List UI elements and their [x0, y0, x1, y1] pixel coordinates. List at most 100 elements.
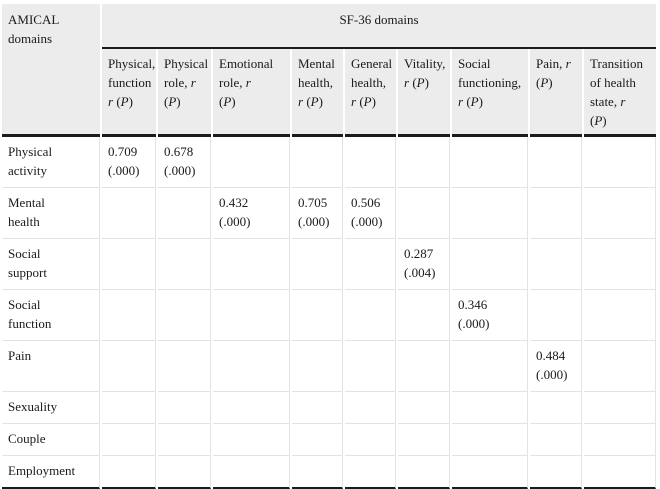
table-row: Pain 0.484 (.000)	[2, 341, 657, 392]
column-header: Physical role, r (P)	[158, 49, 211, 137]
empty-cell	[292, 290, 343, 341]
empty-cell	[398, 290, 450, 341]
table-header: AMICAL domains SF-36 domains Physical, funct…	[2, 4, 657, 137]
empty-cell	[102, 188, 156, 239]
empty-cell	[530, 424, 582, 456]
column-header: Mental health, r (P)	[292, 49, 343, 137]
empty-cell	[345, 456, 396, 489]
value-cell: 0.709 (.000)	[102, 137, 156, 188]
column-header: Emotional role, r (P)	[213, 49, 290, 137]
column-header: Social functioning, r (P)	[452, 49, 528, 137]
empty-cell	[345, 137, 396, 188]
empty-cell	[292, 341, 343, 392]
empty-cell	[584, 239, 657, 290]
empty-cell	[584, 456, 657, 489]
column-header: Vitality, r (P)	[398, 49, 450, 137]
empty-cell	[452, 456, 528, 489]
empty-cell	[584, 392, 657, 424]
empty-cell	[345, 290, 396, 341]
group-header-sf36-domains: SF-36 domains	[102, 4, 657, 49]
empty-cell	[158, 188, 211, 239]
table-row: Couple	[2, 424, 657, 456]
empty-cell	[530, 290, 582, 341]
empty-cell	[213, 424, 290, 456]
empty-cell	[398, 392, 450, 424]
empty-cell	[345, 424, 396, 456]
empty-cell	[530, 188, 582, 239]
empty-cell	[584, 424, 657, 456]
empty-cell	[452, 188, 528, 239]
table-row: Sexuality	[2, 392, 657, 424]
value-cell: 0.705 (.000)	[292, 188, 343, 239]
empty-cell	[584, 137, 657, 188]
empty-cell	[584, 341, 657, 392]
empty-cell	[292, 392, 343, 424]
empty-cell	[584, 188, 657, 239]
empty-cell	[398, 456, 450, 489]
row-label: Pain	[2, 341, 100, 392]
empty-cell	[102, 424, 156, 456]
empty-cell	[398, 137, 450, 188]
empty-cell	[452, 424, 528, 456]
empty-cell	[398, 341, 450, 392]
table-row: Physical activity 0.709 (.000) 0.678 (.000)	[2, 137, 657, 188]
value-cell: 0.346 (.000)	[452, 290, 528, 341]
value-cell: 0.678 (.000)	[158, 137, 211, 188]
correlation-table: AMICAL domains SF-36 domains Physical, funct…	[0, 4, 658, 489]
column-header: General health, r (P)	[345, 49, 396, 137]
row-label: Couple	[2, 424, 100, 456]
empty-cell	[398, 188, 450, 239]
row-label: Physical activity	[2, 137, 100, 188]
empty-cell	[530, 137, 582, 188]
empty-cell	[213, 137, 290, 188]
empty-cell	[452, 239, 528, 290]
empty-cell	[452, 392, 528, 424]
value-cell: 0.432 (.000)	[213, 188, 290, 239]
empty-cell	[158, 392, 211, 424]
row-label: Employment	[2, 456, 100, 489]
table-row: Mental health 0.432 (.000) 0.705 (.000) 0.506(…	[2, 188, 657, 239]
column-header: Transition of health state, r (P)	[584, 49, 657, 137]
empty-cell	[158, 341, 211, 392]
empty-cell	[158, 290, 211, 341]
column-header: Pain, r (P)	[530, 49, 582, 137]
table-row: Social support 0.287 (.004)	[2, 239, 657, 290]
row-label: Sexuality	[2, 392, 100, 424]
empty-cell	[398, 424, 450, 456]
row-label: Social function	[2, 290, 100, 341]
empty-cell	[102, 239, 156, 290]
corner-header-amical-domains: AMICAL domains	[2, 4, 100, 137]
empty-cell	[292, 424, 343, 456]
empty-cell	[102, 392, 156, 424]
empty-cell	[292, 239, 343, 290]
empty-cell	[213, 392, 290, 424]
value-cell: 0.506 (.000)	[345, 188, 396, 239]
value-cell: 0.287 (.004)	[398, 239, 450, 290]
empty-cell	[345, 239, 396, 290]
empty-cell	[292, 456, 343, 489]
empty-cell	[213, 290, 290, 341]
column-header: Physical, function r (P)	[102, 49, 156, 137]
empty-cell	[102, 341, 156, 392]
empty-cell	[102, 290, 156, 341]
table-row: Employment	[2, 456, 657, 489]
empty-cell	[452, 341, 528, 392]
empty-cell	[345, 341, 396, 392]
empty-cell	[158, 239, 211, 290]
empty-cell	[452, 137, 528, 188]
row-label: Mental health	[2, 188, 100, 239]
empty-cell	[213, 239, 290, 290]
value-cell: 0.484 (.000)	[530, 341, 582, 392]
empty-cell	[530, 239, 582, 290]
table-row: Social function 0.346 (.000)	[2, 290, 657, 341]
empty-cell	[584, 290, 657, 341]
empty-cell	[530, 456, 582, 489]
empty-cell	[158, 456, 211, 489]
row-label: Social support	[2, 239, 100, 290]
empty-cell	[345, 392, 396, 424]
empty-cell	[292, 137, 343, 188]
empty-cell	[102, 456, 156, 489]
empty-cell	[158, 424, 211, 456]
empty-cell	[213, 456, 290, 489]
